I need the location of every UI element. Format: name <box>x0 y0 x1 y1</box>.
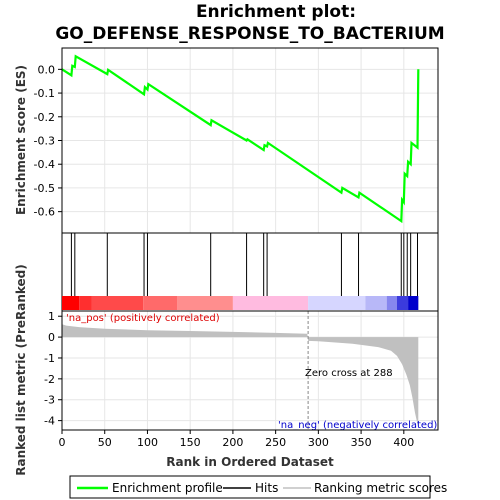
es-y-ticks: 0.0 -0.1 -0.2 -0.3 -0.4 -0.5 -0.6 <box>34 63 62 219</box>
band-segment <box>62 296 80 310</box>
es-y-tick-label: 0.0 <box>38 63 56 76</box>
x-tick-label: 100 <box>137 436 158 449</box>
pos-correlated-label: 'na_pos' (positively correlated) <box>66 313 220 324</box>
es-y-tick-label: -0.3 <box>34 135 55 148</box>
enrichment-profile-line <box>61 54 420 224</box>
metric-y-ticks: 1 0 -1 -2 -3 -4 <box>44 310 62 428</box>
band-segment <box>396 296 409 310</box>
band-segment <box>365 296 387 310</box>
hit-markers <box>70 233 418 296</box>
metric-y-tick-label: -1 <box>44 352 55 365</box>
x-tick-label: 350 <box>351 436 372 449</box>
es-panel: 0.0 -0.1 -0.2 -0.3 -0.4 -0.5 -0.6 Enrichment s… <box>14 47 439 234</box>
legend-label-enrichment: Enrichment profile <box>112 481 223 495</box>
x-tick-label: 400 <box>393 436 414 449</box>
x-tick-label: 150 <box>180 436 201 449</box>
metric-panel-frame <box>61 310 439 431</box>
band-segment <box>177 296 233 310</box>
x-tick-label: 50 <box>98 436 112 449</box>
es-y-tick-label: -0.5 <box>34 182 55 195</box>
band-segment <box>386 296 397 310</box>
hits-panel <box>61 232 439 312</box>
neg-correlated-label: 'na_neg' (negatively correlated) <box>278 420 437 431</box>
metric-gridlines <box>61 311 438 430</box>
chart-title-line1: Enrichment plot: <box>196 2 356 22</box>
legend: Enrichment profile Hits Ranking metric s… <box>69 475 447 499</box>
x-tick-label: 250 <box>265 436 286 449</box>
band-segment <box>91 296 144 310</box>
x-axis-label: Rank in Ordered Dataset <box>166 455 334 469</box>
es-y-tick-label: -0.4 <box>34 158 55 171</box>
ranked-color-band <box>62 296 419 310</box>
band-segment <box>308 296 366 310</box>
legend-label-ranking: Ranking metric scores <box>314 481 447 495</box>
ranking-metric-area <box>62 324 419 428</box>
metric-y-tick-label: -3 <box>44 394 55 407</box>
es-y-tick-label: -0.6 <box>34 206 55 219</box>
x-tick-label: 0 <box>59 436 66 449</box>
metric-y-tick-label: -4 <box>44 415 55 428</box>
es-y-tick-label: -0.1 <box>34 87 55 100</box>
metric-y-tick-label: 0 <box>48 331 55 344</box>
x-tick-label: 300 <box>308 436 329 449</box>
es-y-axis-label: Enrichment score (ES) <box>14 65 28 215</box>
legend-frame <box>69 475 431 499</box>
x-tick-label: 200 <box>222 436 243 449</box>
legend-label-hits: Hits <box>255 481 278 495</box>
band-segment <box>143 296 178 310</box>
band-segment <box>79 296 92 310</box>
metric-y-axis-label: Ranked list metric (PreRanked) <box>14 264 28 476</box>
metric-y-tick-label: -2 <box>44 373 55 386</box>
metric-y-tick-label: 1 <box>48 310 55 323</box>
band-segment <box>408 296 419 310</box>
band-segment <box>232 296 309 310</box>
metric-panel: 1 0 -1 -2 -3 -4 'na_pos' (positively correlat… <box>14 264 439 476</box>
es-y-tick-label: -0.2 <box>34 111 55 124</box>
chart-title-line2: GO_DEFENSE_RESPONSE_TO_BACTERIUM <box>55 24 444 44</box>
zero-cross-label: Zero cross at 288 <box>305 368 393 379</box>
x-axis-ticks: 0 50 100 150 200 250 300 350 400 <box>59 430 414 449</box>
